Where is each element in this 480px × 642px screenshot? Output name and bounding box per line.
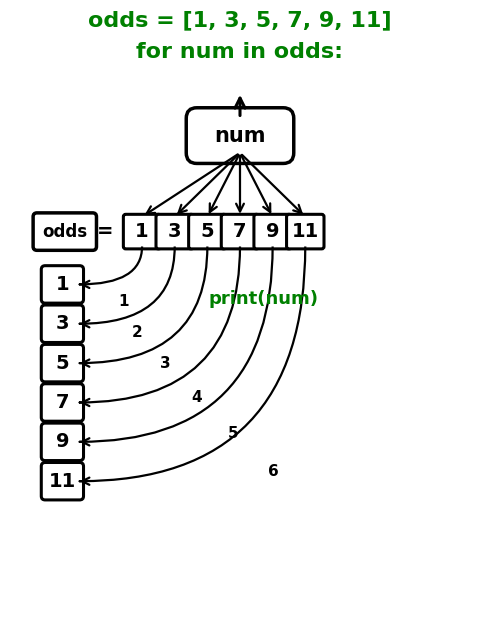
FancyBboxPatch shape bbox=[41, 384, 84, 421]
Text: 1: 1 bbox=[119, 293, 129, 309]
FancyBboxPatch shape bbox=[287, 214, 324, 249]
Text: =: = bbox=[97, 222, 114, 241]
Text: odds: odds bbox=[42, 223, 87, 241]
FancyBboxPatch shape bbox=[156, 214, 193, 249]
Text: 3: 3 bbox=[160, 356, 171, 371]
Text: 3: 3 bbox=[168, 222, 181, 241]
Text: 4: 4 bbox=[192, 390, 202, 404]
FancyBboxPatch shape bbox=[254, 214, 291, 249]
FancyBboxPatch shape bbox=[123, 214, 161, 249]
Text: 2: 2 bbox=[132, 325, 142, 340]
Text: print(num): print(num) bbox=[209, 290, 319, 308]
FancyBboxPatch shape bbox=[41, 266, 84, 303]
FancyBboxPatch shape bbox=[189, 214, 226, 249]
Text: 11: 11 bbox=[49, 472, 76, 490]
Text: 6: 6 bbox=[268, 464, 279, 479]
Text: 11: 11 bbox=[292, 222, 319, 241]
Text: for num in odds:: for num in odds: bbox=[136, 42, 344, 62]
FancyBboxPatch shape bbox=[41, 423, 84, 460]
Text: 9: 9 bbox=[56, 432, 69, 451]
FancyBboxPatch shape bbox=[41, 344, 84, 382]
FancyBboxPatch shape bbox=[41, 462, 84, 500]
FancyBboxPatch shape bbox=[33, 213, 96, 250]
FancyBboxPatch shape bbox=[41, 305, 84, 342]
Text: 7: 7 bbox=[233, 222, 247, 241]
Text: num: num bbox=[214, 126, 266, 146]
Text: 5: 5 bbox=[201, 222, 214, 241]
FancyBboxPatch shape bbox=[221, 214, 259, 249]
Text: 5: 5 bbox=[56, 354, 69, 372]
Text: odds = [1, 3, 5, 7, 9, 11]: odds = [1, 3, 5, 7, 9, 11] bbox=[88, 10, 392, 30]
Text: 9: 9 bbox=[266, 222, 279, 241]
Text: 1: 1 bbox=[135, 222, 149, 241]
Text: 1: 1 bbox=[56, 275, 69, 294]
Text: 5: 5 bbox=[228, 426, 238, 440]
Text: 7: 7 bbox=[56, 393, 69, 412]
FancyBboxPatch shape bbox=[186, 108, 294, 164]
Text: 3: 3 bbox=[56, 315, 69, 333]
